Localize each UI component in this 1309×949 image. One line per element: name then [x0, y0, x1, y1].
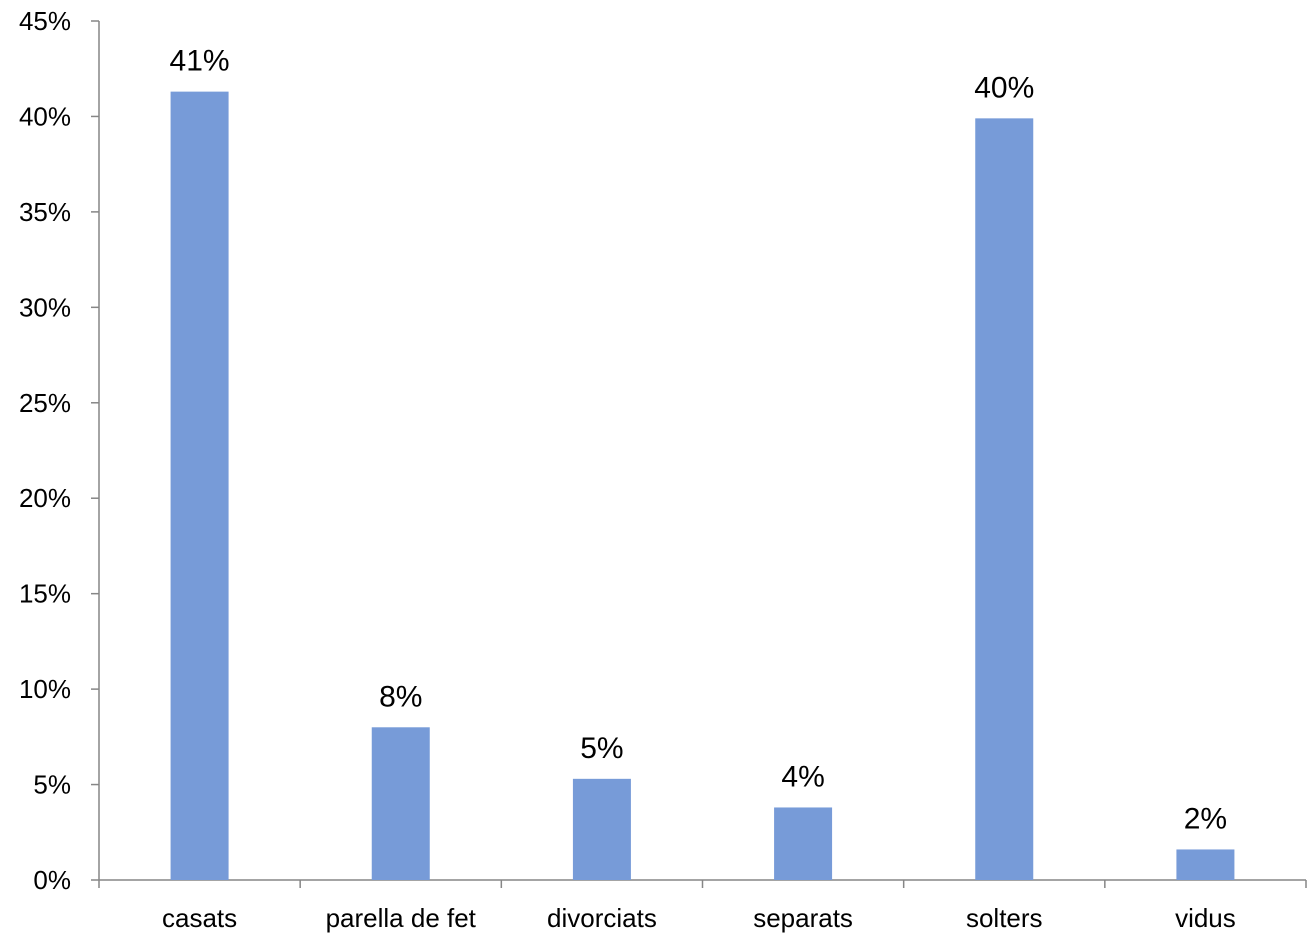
y-tick-label: 35%	[19, 197, 71, 227]
data-label: 5%	[580, 732, 623, 765]
y-tick-label: 40%	[19, 101, 71, 131]
y-tick-label: 0%	[33, 865, 71, 895]
data-label: 2%	[1184, 802, 1227, 835]
x-category-label: parella de fet	[326, 903, 477, 933]
y-tick-label: 15%	[19, 579, 71, 609]
y-tick-label: 20%	[19, 483, 71, 513]
bar-solters	[975, 118, 1034, 880]
y-tick-label: 25%	[19, 388, 71, 418]
bar-casats	[170, 91, 229, 880]
x-category-label: divorciats	[547, 903, 657, 933]
x-category-label: separats	[753, 903, 853, 933]
bars	[170, 91, 1235, 880]
y-tick-label: 45%	[19, 6, 71, 36]
bar-divorciats	[572, 778, 631, 880]
x-category-label: vidus	[1175, 903, 1236, 933]
data-label: 41%	[170, 45, 230, 78]
x-category-label: solters	[966, 903, 1043, 933]
data-label: 40%	[974, 71, 1034, 104]
bar-parella-de-fet	[371, 727, 430, 880]
data-label: 4%	[781, 760, 824, 793]
y-tick-label: 5%	[33, 770, 71, 800]
data-label: 8%	[379, 680, 422, 713]
x-category-label: casats	[162, 903, 237, 933]
y-axis: 0% 5% 10% 15% 20% 25% 30% 35% 40% 45%	[19, 6, 100, 895]
y-tick-label: 30%	[19, 292, 71, 322]
data-labels: 41% 8% 5% 4% 40% 2%	[170, 45, 1228, 836]
bar-vidus	[1176, 849, 1235, 880]
y-tick-label: 10%	[19, 674, 71, 704]
x-axis: casats parella de fet divorciats separats so…	[98, 879, 1307, 933]
bar-separats	[774, 807, 833, 880]
